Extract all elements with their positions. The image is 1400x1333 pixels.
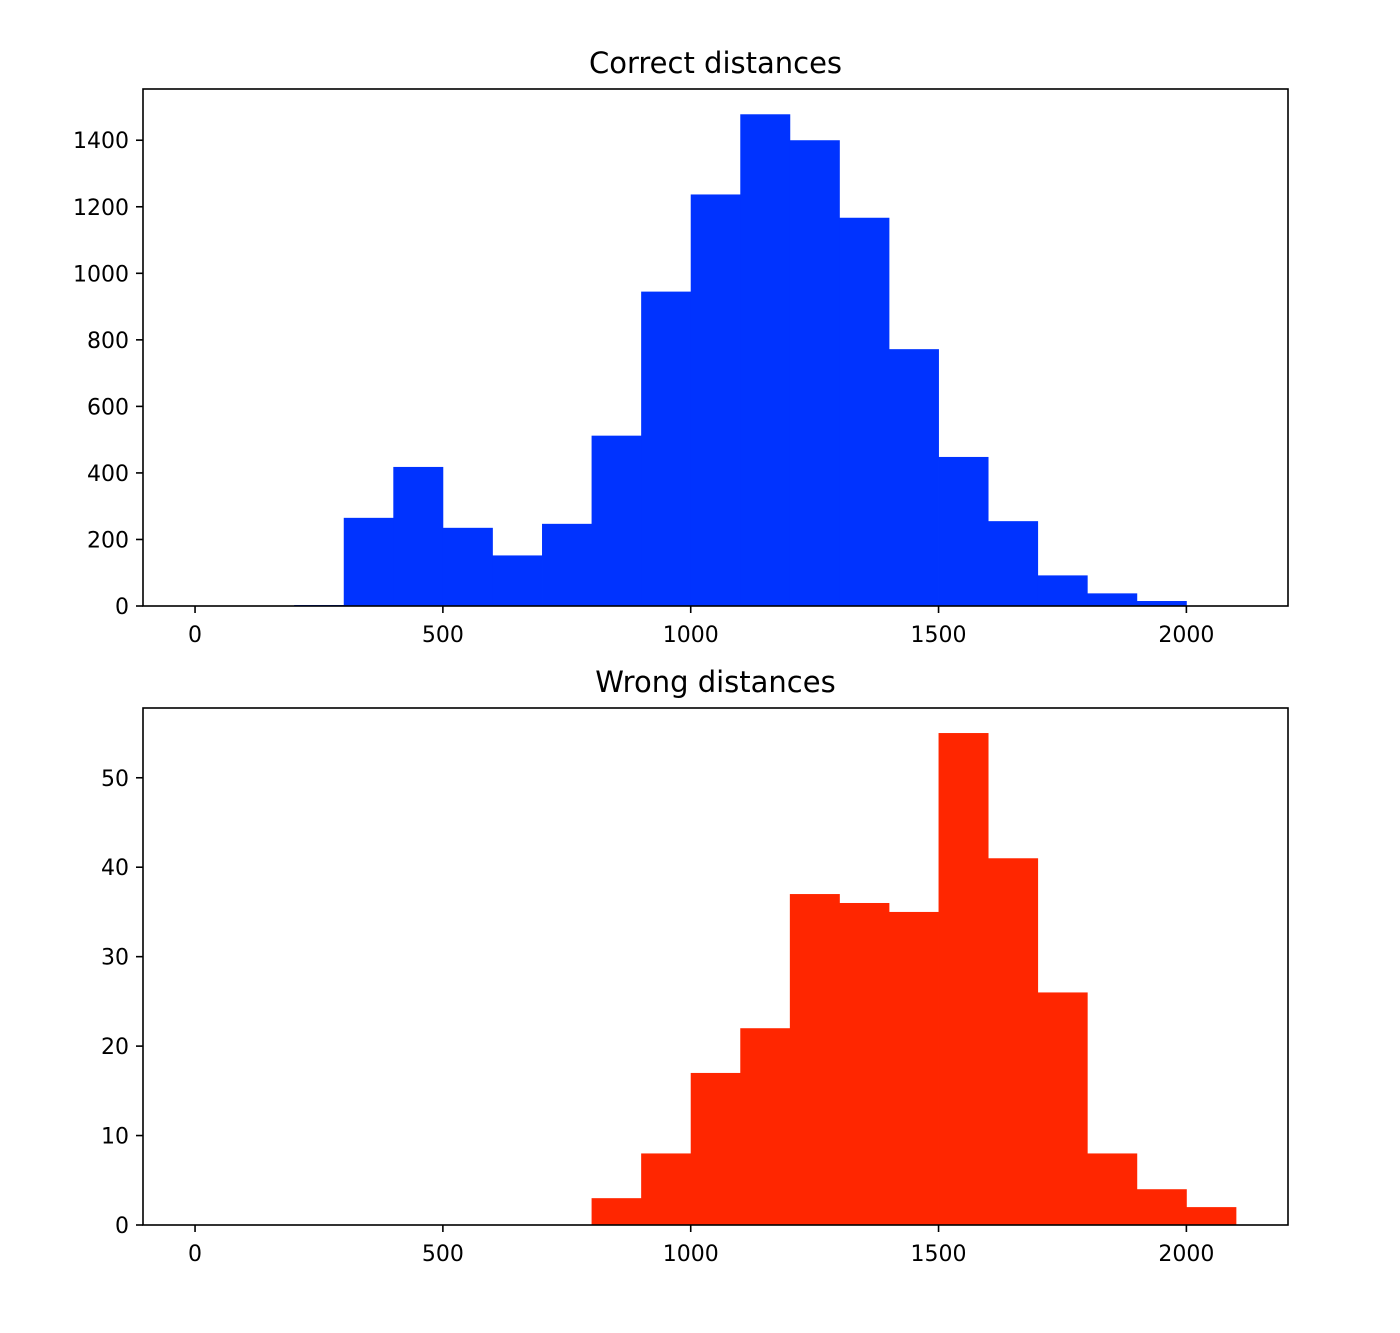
wrong-bar-1400 <box>888 911 939 1225</box>
correct-bar-700 <box>542 523 592 606</box>
correct-y-tick-label: 600 <box>87 395 129 420</box>
wrong-y-tick-label: 40 <box>101 856 129 881</box>
correct-axes-frame <box>142 88 1289 607</box>
correct-bar-1600 <box>988 521 1039 606</box>
correct-y-tick-label: 1200 <box>73 196 129 221</box>
wrong-bar-800 <box>591 1198 642 1225</box>
wrong-y-tick-label: 10 <box>101 1125 129 1150</box>
correct-x-tick-label: 500 <box>422 623 464 648</box>
correct-bar-1300 <box>839 217 890 606</box>
correct-x-tick-label: 2000 <box>1158 623 1214 648</box>
wrong-chart-title: Wrong distances <box>595 665 835 699</box>
wrong-x-tick-label: 1500 <box>911 1242 967 1267</box>
wrong-axes-frame <box>142 707 1289 1226</box>
correct-bar-1500 <box>938 456 989 606</box>
wrong-x-tick-label: 0 <box>188 1242 202 1267</box>
wrong-bar-1900 <box>1136 1189 1187 1225</box>
wrong-y-tick-label: 50 <box>101 767 129 792</box>
wrong-bar-2000 <box>1186 1207 1237 1225</box>
wrong-x-tick-label: 1000 <box>663 1242 719 1267</box>
correct-bar-1900 <box>1136 601 1187 606</box>
correct-distances-subplot: 0 500 1000 1500 2000 0 200 400 600 800 1000 1200 140… <box>73 46 1289 648</box>
correct-bar-1700 <box>1037 575 1088 606</box>
correct-bar-1800 <box>1087 593 1138 606</box>
wrong-y-tick-label: 0 <box>115 1214 129 1239</box>
wrong-bar-1300 <box>839 902 890 1225</box>
wrong-bar-1500 <box>938 733 989 1225</box>
wrong-distances-subplot: 0 500 1000 1500 2000 0 10 20 30 40 50 Wrong distanc… <box>101 665 1289 1267</box>
correct-x-tick-label: 0 <box>188 623 202 648</box>
correct-bar-1100 <box>740 114 791 606</box>
wrong-y-tick-label: 20 <box>101 1035 129 1060</box>
wrong-x-tick-label: 500 <box>422 1242 464 1267</box>
correct-bar-1200 <box>789 140 840 607</box>
correct-x-tick-label: 1000 <box>663 623 719 648</box>
wrong-bar-1100 <box>740 1028 791 1225</box>
wrong-x-tick-label: 2000 <box>1158 1242 1214 1267</box>
correct-bar-1000 <box>690 194 741 606</box>
correct-bar-600 <box>492 555 543 606</box>
wrong-bar-1800 <box>1087 1153 1138 1225</box>
correct-bar-1400 <box>888 349 939 606</box>
correct-y-tick-label: 400 <box>87 462 129 487</box>
correct-y-tick-label: 800 <box>87 329 129 354</box>
correct-y-tick-label: 200 <box>87 528 129 553</box>
wrong-bar-1600 <box>988 858 1039 1225</box>
correct-bar-300 <box>343 517 394 606</box>
correct-chart-title: Correct distances <box>589 46 842 80</box>
correct-bar-900 <box>641 291 692 606</box>
wrong-bar-1200 <box>789 894 840 1225</box>
wrong-bar-1000 <box>690 1072 741 1225</box>
wrong-bar-900 <box>641 1153 692 1225</box>
correct-y-tick-label: 0 <box>115 595 129 620</box>
wrong-y-tick-label: 30 <box>101 946 129 971</box>
correct-y-tick-label: 1400 <box>73 129 129 154</box>
correct-bar-400 <box>393 466 444 606</box>
correct-x-tick-label: 1500 <box>911 623 967 648</box>
correct-bar-800 <box>591 435 642 606</box>
correct-y-tick-label: 1000 <box>73 262 129 287</box>
wrong-bar-1700 <box>1037 992 1088 1225</box>
correct-bar-500 <box>442 527 493 606</box>
